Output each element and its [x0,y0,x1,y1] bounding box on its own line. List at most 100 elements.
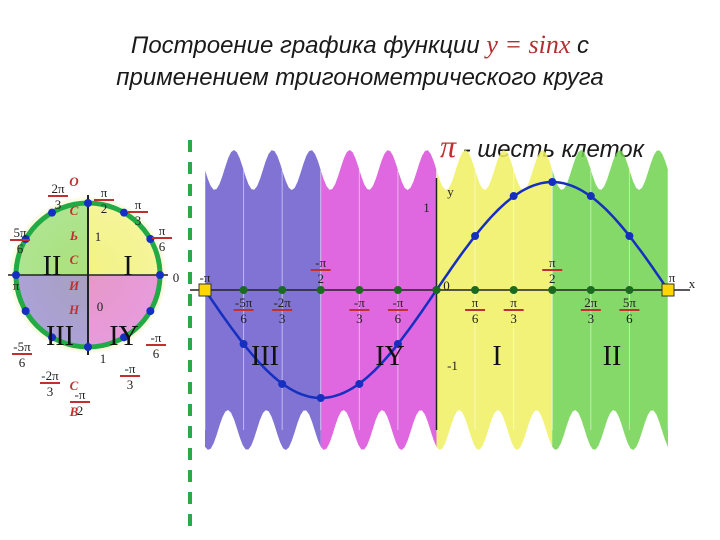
x-tick-8-num: π [510,295,517,310]
circle-point-1 [120,208,128,217]
x-tick-9-den: 2 [549,271,556,286]
circle-angle-10: 5π6 [10,225,30,256]
circle-point-3 [156,271,164,279]
circle-quadrant-0: II [43,251,62,282]
circle-angle-10-den: 6 [17,241,24,256]
curve-point-3 [316,394,325,402]
circle-quadrant-fill-3 [88,275,160,347]
x-tick-8-den: 3 [510,311,517,326]
axis-marker-2 [278,286,287,294]
circle-angle-2-den: 6 [159,239,166,254]
axis-marker-4 [355,286,364,294]
circle-quadrant-1: I [123,251,132,282]
x-tick-10-den: 3 [588,311,595,326]
x-tick-11-num: 5π [623,295,637,310]
circle-angle-2-num: π [159,223,166,238]
circle-angle-6: -π2 [70,387,90,418]
circle-quadrant-3: IY [109,321,139,352]
circle-angle-11: 2π3 [48,181,68,212]
circle-angle-0: π2 [94,185,114,216]
start-marker [198,283,212,297]
circle-point-0 [84,199,92,207]
curve-point-8 [509,192,518,201]
x-tick-4-num: -π [354,295,365,310]
band-1 [320,150,437,450]
y-axis-label: y [447,184,454,199]
circle-point-4 [146,307,155,315]
circle-quadrant-fill-1 [16,203,88,275]
circle-angle-0-num: π [101,185,108,200]
circle-angle-8-den: 6 [19,355,26,370]
axis-marker-10 [586,286,595,294]
x-tick-11: 5π6 [619,295,640,326]
circle-angle-1: π3 [128,197,148,228]
circle-letter-0: О [69,174,79,189]
circle-letter-6: С [70,378,79,393]
x-tick-12: π [669,270,676,285]
circle-angle-4-num: -π [151,330,162,345]
circle-label-0: 0 [97,299,104,314]
x-tick-9: π2 [542,255,563,286]
circle-angle-4: -π6 [146,330,166,361]
x-tick-1: -5π6 [233,295,254,326]
curve-point-5 [393,340,402,348]
curve-point-10 [586,192,595,201]
circle-letter-7: В [69,404,79,419]
axis-marker-7 [471,286,480,294]
x-tick-2-den: 3 [279,311,286,326]
curve-point-11 [625,232,634,240]
x-tick-0: -π [200,270,211,285]
x-tick-3: -π2 [310,255,331,286]
circle-angle-4-den: 6 [153,346,160,361]
circle-label-1-top: 1 [95,229,102,244]
sine-curve [198,178,675,402]
x-tick-4: -π3 [349,295,370,326]
circle-angle-7: -2π3 [40,368,60,399]
circle-angle-5-num: -π [125,361,136,376]
circle-point-9 [12,271,20,279]
title-function: y = sinx [486,30,571,59]
circle-letter-1: С [70,203,79,218]
x-tick-7-den: 6 [472,311,479,326]
curve-point-4 [355,379,364,388]
circle-letter-4: И [68,278,80,293]
circle-quadrant-2: III [46,321,74,352]
x-tick-10-num: 2π [584,295,598,310]
axis-marker-9 [548,286,557,294]
circle-point-6 [84,343,92,351]
circle-point-8 [21,307,30,315]
circle-angle-5: -π3 [120,361,140,392]
curve-point-7 [471,232,480,240]
end-marker [661,283,675,297]
x-tick-5-den: 6 [395,311,402,326]
circle-angle-8: -5π6 [12,339,32,370]
circle-angle-11-num: 2π [51,181,65,196]
x-tick-3-num: -π [315,255,326,270]
x-tick-2-num: -2π [273,295,291,310]
graph-quadrant-0: III [251,341,279,372]
circle-quadrant-fill-0 [88,203,160,275]
circle-letter-5: Н [68,302,80,317]
circle-angle-7-den: 3 [47,384,54,399]
circle-angle-1-num: π [135,197,142,212]
y-tick-0: 0 [443,278,450,293]
circle-point-11 [48,208,56,217]
x-tick-7: π6 [465,295,486,326]
x-tick-11-den: 6 [626,311,633,326]
band-2 [436,150,553,450]
circle-point-7 [48,333,56,342]
curve-point-1 [239,340,248,348]
circle-letter-2: Ь [69,228,78,243]
title-suffix: с [570,32,590,59]
curve-point-2 [278,379,287,388]
circle-label-1-bottom: 1 [100,351,107,366]
axis-marker-11 [625,286,634,294]
x-tick-3-den: 2 [318,271,325,286]
title-prefix: Построение графика функции [130,32,487,59]
band-3 [552,150,668,450]
title-line-2: применением тригонометрического круга [116,64,604,91]
circle-angle-8-num: -5π [13,339,31,354]
y-tick-1: 1 [423,200,430,215]
